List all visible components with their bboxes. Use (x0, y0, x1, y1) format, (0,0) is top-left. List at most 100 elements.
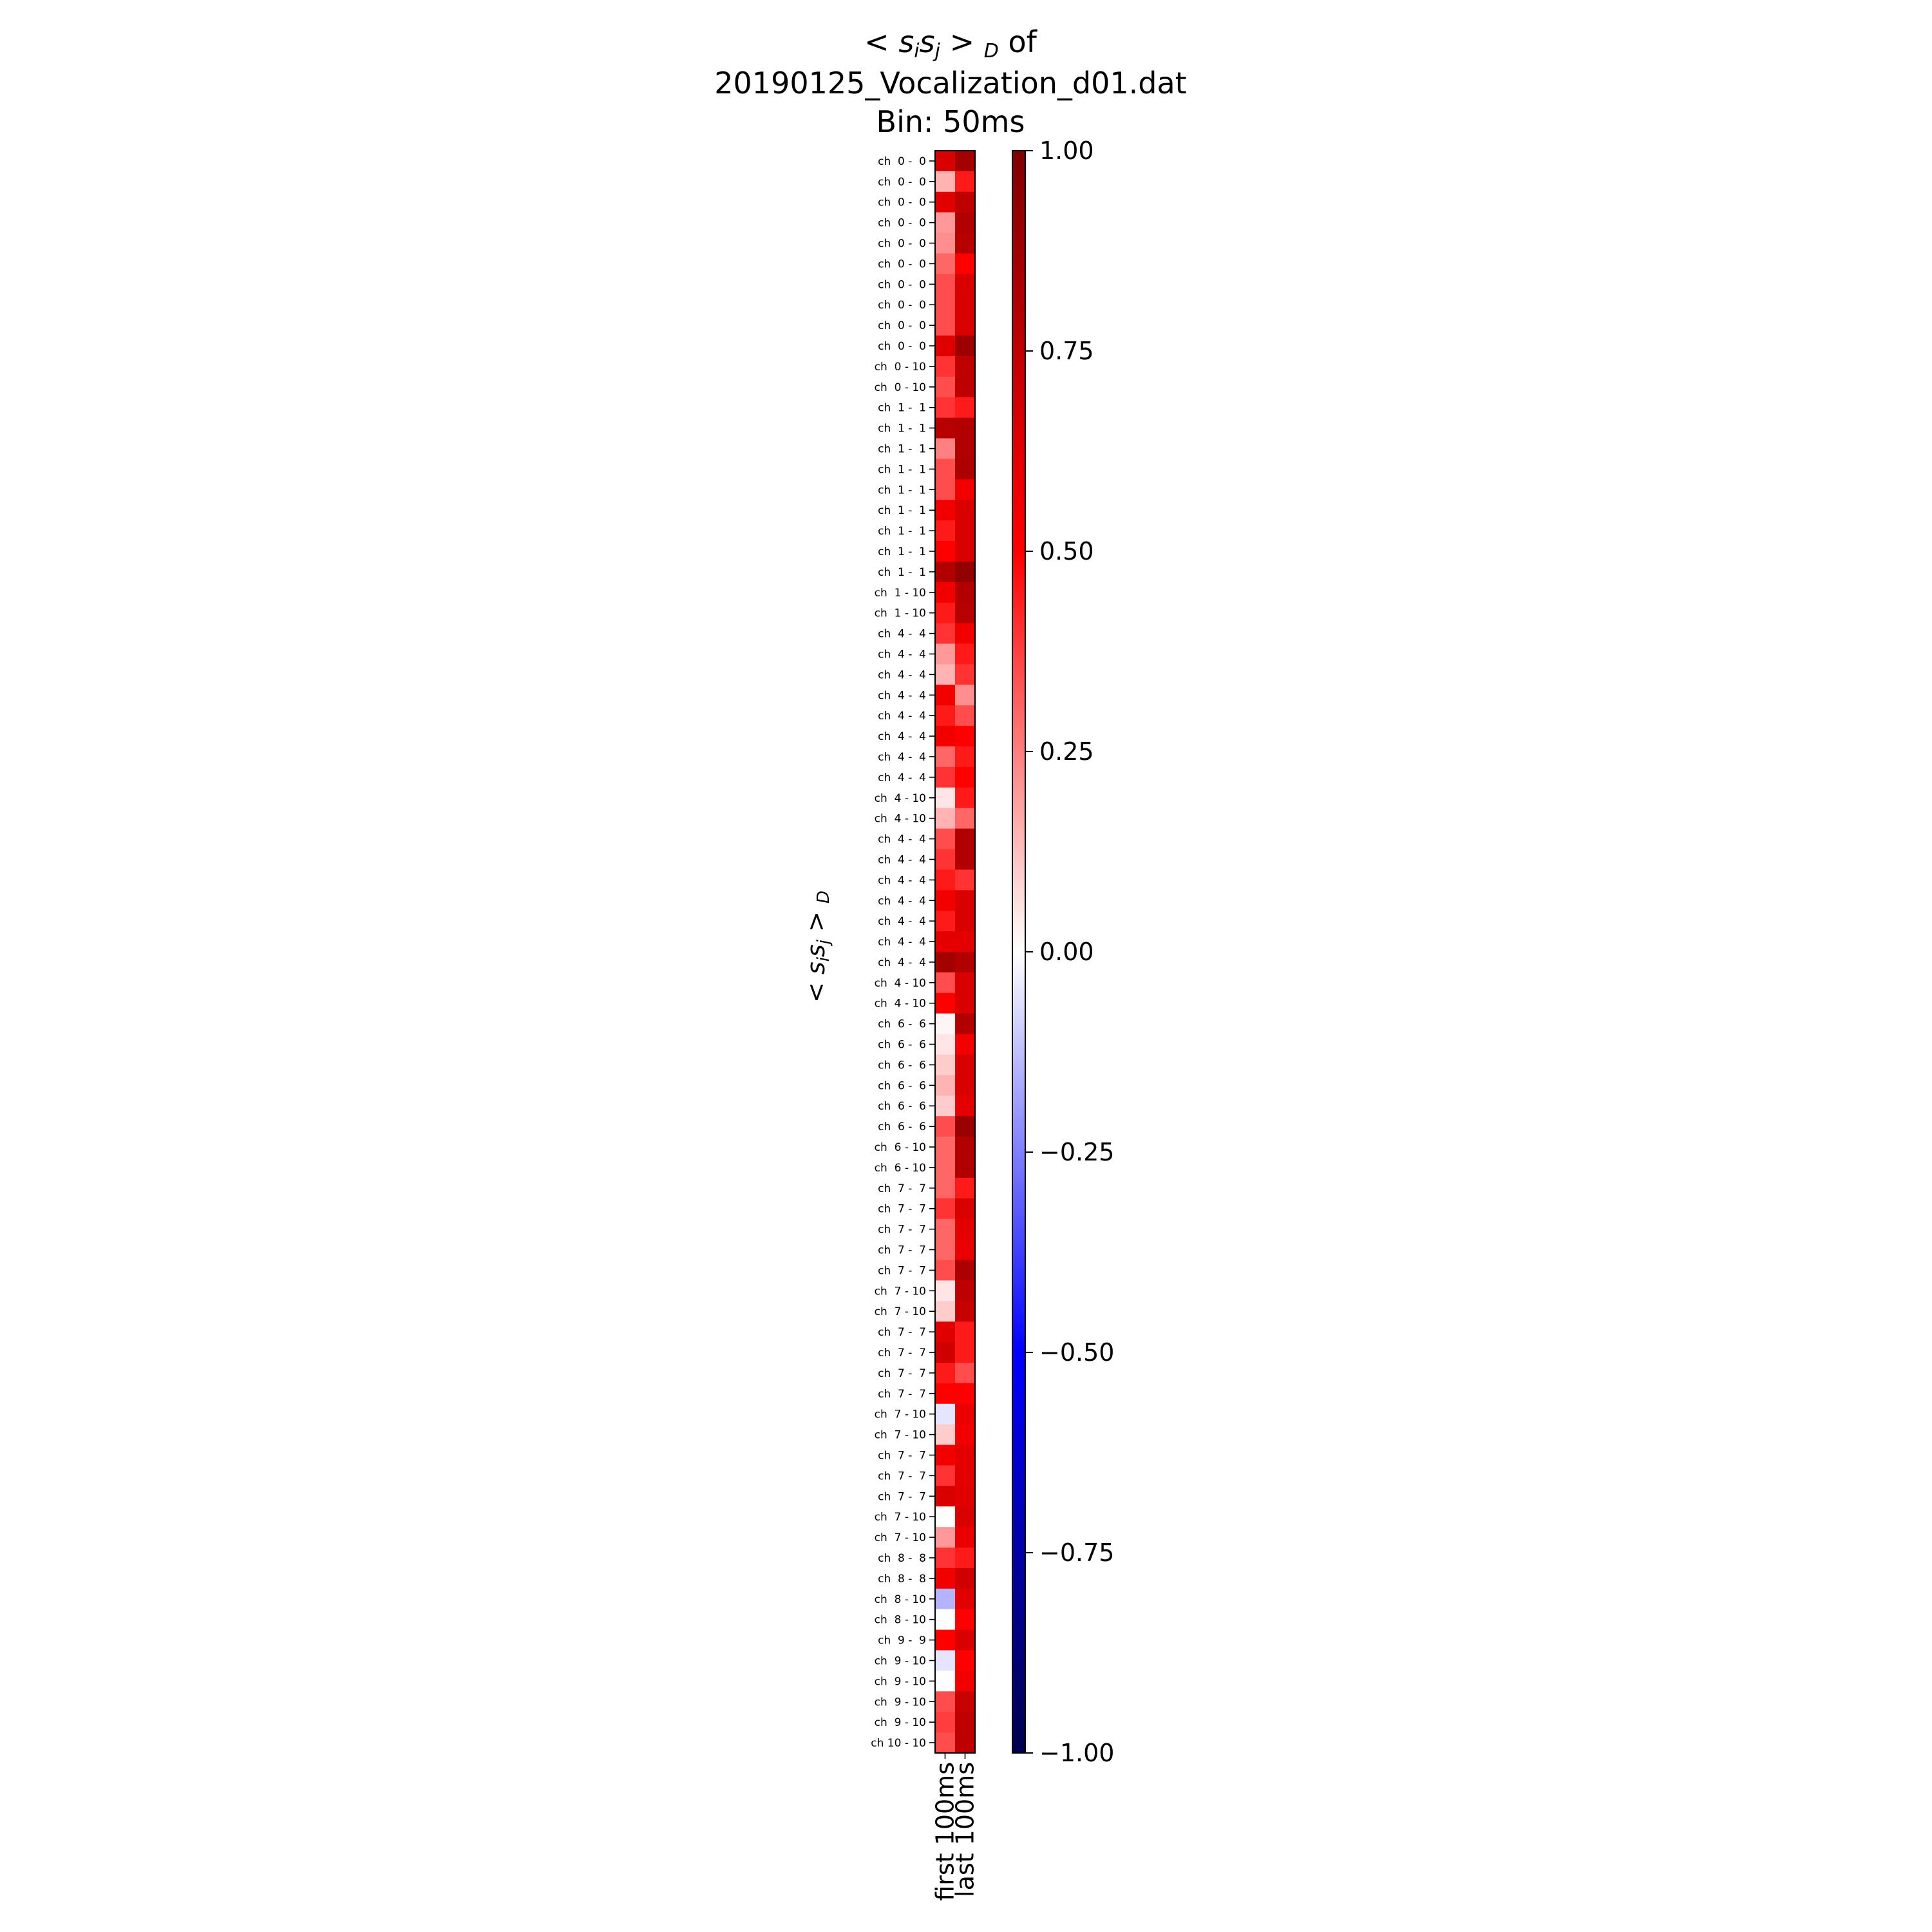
heatmap-cell (955, 1465, 976, 1486)
ylabel-s: < s (802, 961, 830, 1003)
y-tick-label: ch 1 - 1 (878, 525, 926, 538)
heatmap-cell (935, 1712, 956, 1733)
heatmap-cell (935, 1116, 956, 1137)
x-tick-label: last 100ms (951, 1762, 980, 1897)
heatmap-cell (955, 808, 976, 829)
y-tick-label: ch 1 - 1 (878, 402, 926, 415)
y-tick-label: ch 4 - 4 (878, 833, 926, 846)
heatmap-cell (955, 1198, 976, 1220)
heatmap-cell (935, 1280, 956, 1302)
heatmap-cell (955, 726, 976, 747)
heatmap-cell (955, 623, 976, 645)
heatmap-cell (935, 1260, 956, 1281)
heatmap-cell (935, 623, 956, 645)
ylabel-sub-j: j (814, 939, 833, 946)
heatmap-cell (935, 664, 956, 685)
y-tick-label: ch 7 - 7 (878, 1326, 926, 1339)
heatmap-cell (955, 992, 976, 1014)
heatmap-cell (935, 1671, 956, 1692)
heatmap-cell (935, 1157, 956, 1179)
heatmap-cell (955, 1732, 976, 1754)
y-tick-label: ch 4 - 4 (878, 710, 926, 723)
heatmap-cell (935, 520, 956, 542)
y-tick-label: ch 1 - 1 (878, 504, 926, 517)
heatmap-cell (955, 1691, 976, 1712)
y-tick-label: ch 9 - 10 (875, 1654, 926, 1667)
y-tick-label: ch 0 - 0 (878, 155, 926, 168)
heatmap-cell (935, 376, 956, 398)
y-tick-label: ch 8 - 10 (875, 1593, 926, 1606)
heatmap-cell (935, 438, 956, 459)
y-tick-label: ch 8 - 8 (878, 1573, 926, 1586)
y-tick-label: ch 0 - 0 (878, 217, 926, 230)
heatmap-cell (955, 1157, 976, 1179)
y-tick-label: ch 7 - 7 (878, 1367, 926, 1380)
y-tick-label: ch 7 - 7 (878, 1224, 926, 1236)
heatmap-cell (955, 1301, 976, 1322)
heatmap-cell (955, 911, 976, 932)
heatmap-cell (955, 1548, 976, 1569)
y-tick-label: ch 6 - 6 (878, 1121, 926, 1133)
y-tick-label: ch 10 - 10 (871, 1737, 926, 1750)
heatmap-cell (935, 561, 956, 583)
heatmap-cell (935, 1095, 956, 1117)
heatmap-cell (935, 294, 956, 316)
heatmap-cell (955, 274, 976, 295)
heatmap-cell (935, 1548, 956, 1569)
heatmap-cell (955, 664, 976, 685)
colorbar-tick-label: 1.00 (1039, 137, 1094, 165)
heatmap-cell (935, 1177, 956, 1199)
heatmap-cell (935, 1218, 956, 1240)
y-tick-label: ch 4 - 4 (878, 956, 926, 969)
heatmap-cell (935, 417, 956, 439)
heatmap-cell (955, 232, 976, 254)
y-tick-label: ch 4 - 4 (878, 648, 926, 661)
y-tick-label: ch 4 - 4 (878, 895, 926, 907)
heatmap-cell (955, 520, 976, 542)
heatmap-cell (935, 911, 956, 932)
heatmap-cell (955, 1054, 976, 1075)
heatmap-cell (955, 336, 976, 357)
heatmap-cell (955, 1075, 976, 1096)
y-tick-label: ch 4 - 4 (878, 689, 926, 702)
y-tick-label: ch 0 - 0 (878, 278, 926, 291)
heatmap-cells (935, 151, 976, 1754)
heatmap-cell (935, 1567, 956, 1589)
heatmap-cell (935, 1424, 956, 1446)
heatmap-cell (935, 931, 956, 952)
title-sub-j: j (933, 40, 941, 62)
colorbar (1012, 150, 1026, 1754)
heatmap-cell (935, 151, 956, 172)
heatmap-cell (955, 1588, 976, 1610)
heatmap-cell (935, 1075, 956, 1096)
heatmap-cell (935, 849, 956, 870)
y-tick-label: ch 6 - 6 (878, 1079, 926, 1092)
y-tick-label: ch 9 - 10 (875, 1675, 926, 1688)
y-tick-label: ch 7 - 10 (875, 1305, 926, 1318)
y-tick-label: ch 0 - 0 (878, 299, 926, 312)
y-tick-label: ch 1 - 1 (878, 422, 926, 435)
title-line-3: Bin: 50ms (876, 104, 1025, 139)
heatmap-cell (955, 1650, 976, 1671)
title-sub-d: D (984, 40, 999, 62)
heatmap-cell (935, 1527, 956, 1548)
heatmap-cell (955, 500, 976, 521)
y-tick-label: ch 4 - 10 (875, 998, 926, 1010)
heatmap-cell (935, 1444, 956, 1466)
heatmap-cell (955, 869, 976, 891)
heatmap-cell (955, 828, 976, 850)
y-tick-label: ch 0 - 0 (878, 176, 926, 189)
heatmap-cell (955, 685, 976, 706)
heatmap-cell (955, 1095, 976, 1117)
y-axis-label: < sisj > D (802, 891, 833, 1003)
heatmap-cell (955, 1506, 976, 1528)
y-tick-label: ch 1 - 1 (878, 443, 926, 456)
heatmap-cell (935, 1732, 956, 1754)
y-tick-label: ch 1 - 10 (875, 587, 926, 600)
y-tick-label: ch 6 - 6 (878, 1039, 926, 1052)
heatmap-cell (935, 787, 956, 809)
colorbar-tick-label: 0.50 (1039, 537, 1094, 565)
y-tick-label: ch 7 - 10 (875, 1511, 926, 1524)
heatmap-cell (935, 890, 956, 911)
